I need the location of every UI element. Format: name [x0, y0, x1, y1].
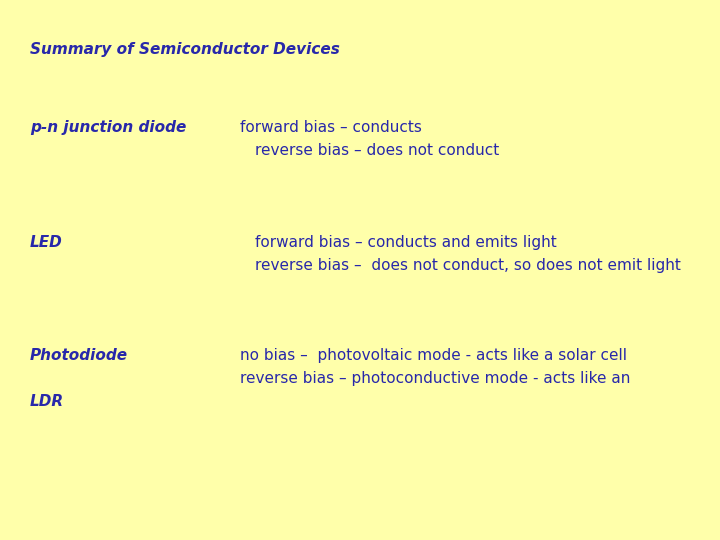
Text: forward bias – conducts: forward bias – conducts: [240, 120, 422, 135]
Text: LDR: LDR: [30, 394, 64, 409]
Text: p-n junction diode: p-n junction diode: [30, 120, 186, 135]
Text: reverse bias –  does not conduct, so does not emit light: reverse bias – does not conduct, so does…: [255, 258, 681, 273]
Text: reverse bias – does not conduct: reverse bias – does not conduct: [255, 143, 499, 158]
Text: LED: LED: [30, 235, 63, 250]
Text: reverse bias – photoconductive mode - acts like an: reverse bias – photoconductive mode - ac…: [240, 371, 631, 386]
Text: Photodiode: Photodiode: [30, 348, 128, 363]
Text: forward bias – conducts and emits light: forward bias – conducts and emits light: [255, 235, 557, 250]
Text: Summary of Semiconductor Devices: Summary of Semiconductor Devices: [30, 42, 340, 57]
Text: no bias –  photovoltaic mode - acts like a solar cell: no bias – photovoltaic mode - acts like …: [240, 348, 627, 363]
